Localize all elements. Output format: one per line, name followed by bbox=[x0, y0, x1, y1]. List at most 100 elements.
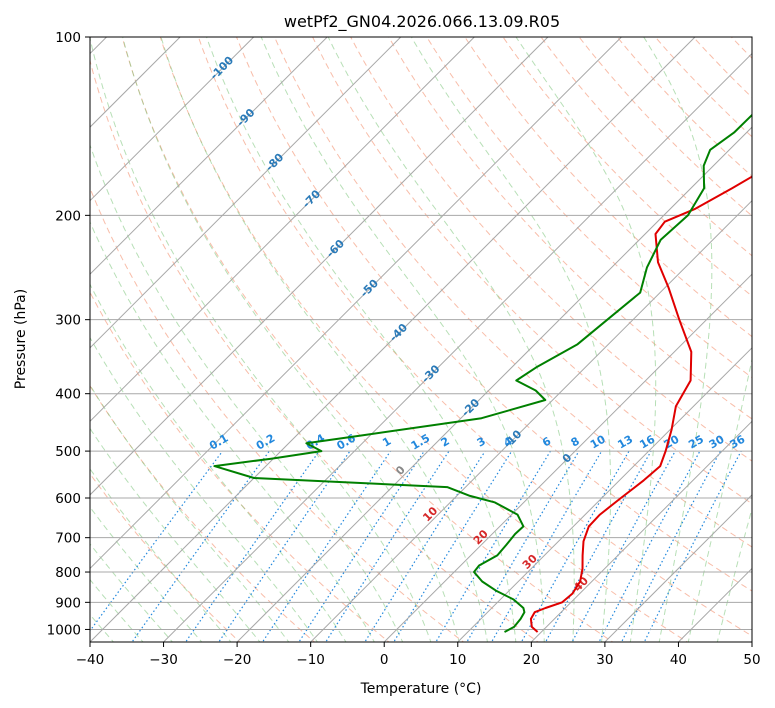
isotherm bbox=[90, 37, 402, 349]
mixing-ratio-label: 30 bbox=[707, 432, 727, 451]
mixing-ratio-label: 0.2 bbox=[254, 432, 277, 453]
wet-bulb-label: 30 bbox=[520, 552, 540, 572]
isotherm bbox=[678, 567, 752, 642]
x-tick-label: −30 bbox=[149, 652, 178, 668]
y-axis-label: Pressure (hPa) bbox=[13, 289, 29, 389]
x-tick-label: −20 bbox=[223, 652, 252, 668]
mixing-ratio-line bbox=[598, 450, 701, 642]
dry-adiabat bbox=[159, 37, 689, 642]
mixing-ratio-line bbox=[466, 450, 580, 642]
y-tick-label: 900 bbox=[55, 595, 81, 611]
x-tick-label: −40 bbox=[76, 652, 105, 668]
moist-adiabat bbox=[260, 37, 545, 642]
dry-adiabat bbox=[197, 37, 752, 637]
y-tick-label: 400 bbox=[55, 387, 81, 403]
mixing-ratio-label: 25 bbox=[686, 433, 706, 452]
mixing-ratio-line bbox=[571, 450, 676, 642]
dry-adiabat bbox=[90, 291, 390, 642]
isotherm bbox=[310, 199, 752, 642]
mixing-ratio-line bbox=[620, 450, 721, 642]
mixing-ratio-label: 13 bbox=[615, 433, 635, 452]
mixing-ratio-label: 1 bbox=[380, 435, 393, 450]
y-tick-label: 600 bbox=[55, 491, 81, 507]
dry-adiabat bbox=[578, 37, 752, 217]
chart-title: wetPf2_GN04.2026.066.13.09.R05 bbox=[284, 12, 560, 32]
isotherm bbox=[163, 52, 752, 642]
moist-adiabat bbox=[90, 37, 432, 642]
dry-adiabat bbox=[90, 472, 241, 642]
mixing-ratio-line bbox=[131, 450, 270, 642]
moist-adiabat bbox=[90, 427, 261, 642]
isotherm bbox=[530, 420, 752, 642]
x-tick-label: 40 bbox=[670, 652, 687, 668]
wet-bulb-label: 0 bbox=[393, 463, 408, 478]
isotherm bbox=[90, 37, 622, 570]
mixing-ratio-label: 0.6 bbox=[335, 431, 359, 452]
mixing-ratio-label: 36 bbox=[727, 432, 747, 451]
pressure-gridlines bbox=[90, 37, 752, 630]
moist-adiabat bbox=[90, 283, 347, 642]
x-tick-label: 10 bbox=[449, 652, 466, 668]
dry-adiabat bbox=[235, 37, 752, 592]
plot-area: -100-90-80-70-60-50-40-30-20-1000.1 0.2 0.… bbox=[90, 24, 775, 645]
moist-adiabat bbox=[122, 37, 460, 642]
mixing-ratio-line bbox=[393, 450, 513, 642]
dry-adiabat bbox=[388, 37, 752, 420]
x-tick-label: −10 bbox=[296, 652, 325, 668]
isotherm bbox=[90, 37, 475, 423]
dry-adiabat bbox=[90, 384, 316, 642]
mixing-ratio-line bbox=[90, 450, 223, 632]
moist-adiabat bbox=[90, 384, 290, 642]
isotherm bbox=[751, 641, 752, 642]
plot-frame bbox=[89, 36, 753, 643]
y-tick-label: 300 bbox=[55, 313, 81, 329]
x-tick-label: 0 bbox=[380, 652, 389, 668]
y-tick-label: 200 bbox=[55, 208, 81, 224]
moist-adiabat bbox=[90, 220, 375, 642]
moist-adiabat bbox=[90, 506, 203, 642]
dry-adiabat bbox=[502, 37, 752, 297]
mixing-ratio-line bbox=[218, 450, 351, 642]
dewpoint-profile-line bbox=[213, 113, 752, 633]
moist-adiabat bbox=[160, 37, 488, 642]
mixing-ratio-line bbox=[261, 450, 392, 642]
dry-adiabat bbox=[730, 37, 752, 59]
moist-adiabat bbox=[716, 506, 752, 642]
mixing-ratio-label: 0.1 bbox=[207, 432, 230, 453]
temperature-profile-line bbox=[529, 175, 752, 633]
y-tick-label: 800 bbox=[55, 565, 81, 581]
dry-adiabat bbox=[426, 37, 752, 379]
y-tick-label: 700 bbox=[55, 531, 81, 547]
moist-adiabat bbox=[515, 37, 657, 642]
isotherm bbox=[90, 37, 255, 202]
x-tick-label: 30 bbox=[596, 652, 613, 668]
isotherm bbox=[457, 347, 752, 642]
moist-adiabat bbox=[90, 336, 318, 642]
mixing-ratio-line bbox=[184, 450, 320, 642]
isotherm bbox=[383, 273, 752, 642]
x-tick-label: 20 bbox=[523, 652, 540, 668]
moist-adiabat bbox=[90, 143, 404, 642]
dry-adiabat bbox=[350, 37, 752, 462]
wet-bulb-label: 10 bbox=[420, 504, 440, 524]
mixing-ratio-line bbox=[643, 450, 742, 642]
moist-adiabats bbox=[90, 37, 752, 642]
dry-adiabat bbox=[312, 37, 752, 505]
isotherm bbox=[236, 126, 752, 642]
isotherm bbox=[90, 37, 328, 275]
y-tick-label: 100 bbox=[55, 30, 81, 46]
wet-bulb-label: 20 bbox=[471, 527, 491, 547]
moist-adiabat bbox=[327, 37, 575, 642]
isotherm bbox=[90, 37, 549, 496]
y-tick-label: 500 bbox=[55, 444, 81, 460]
x-axis-label: Temperature (°C) bbox=[360, 681, 482, 697]
y-tick-label: 1000 bbox=[47, 622, 81, 638]
x-tick-label: 50 bbox=[743, 652, 760, 668]
mixing-ratio-line bbox=[324, 450, 450, 642]
dry-adiabat bbox=[464, 37, 752, 338]
skewed-isotherms bbox=[90, 37, 752, 642]
dry-adiabat bbox=[757, 24, 775, 645]
mixing-ratio-line bbox=[298, 450, 425, 642]
